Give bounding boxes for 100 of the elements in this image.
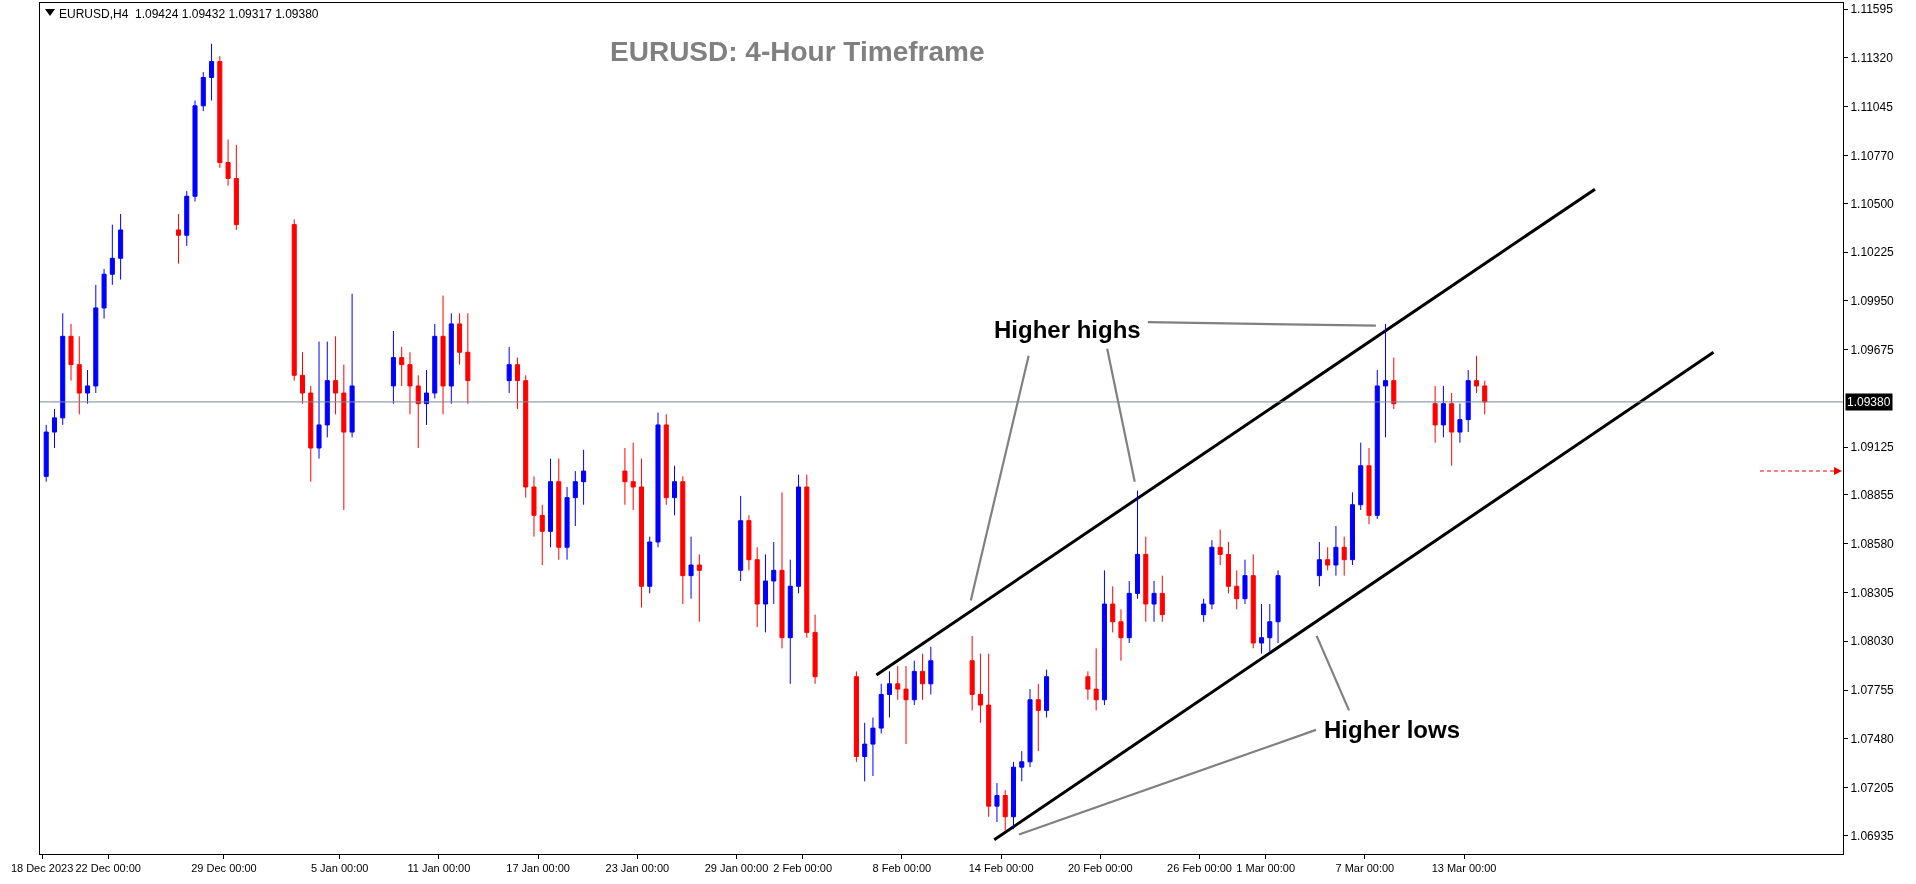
candlestick bbox=[771, 541, 777, 605]
y-tick-label: 1.11320 bbox=[1850, 51, 1894, 66]
candlestick bbox=[1019, 750, 1025, 782]
candlestick bbox=[663, 413, 669, 506]
candlestick bbox=[655, 412, 661, 548]
candlestick bbox=[440, 295, 446, 415]
candlestick bbox=[184, 190, 190, 247]
candlestick bbox=[787, 559, 793, 685]
candlestick bbox=[1002, 789, 1008, 832]
candlestick bbox=[1349, 491, 1355, 566]
y-tick-label: 1.07755 bbox=[1850, 683, 1895, 698]
candlestick bbox=[1473, 355, 1479, 394]
x-tick-label: 18 Dec 2023 bbox=[10, 862, 74, 875]
candlestick bbox=[217, 55, 223, 169]
candlestick bbox=[324, 341, 330, 438]
candlestick bbox=[680, 475, 686, 605]
y-tick-label: 1.10770 bbox=[1850, 148, 1895, 163]
y-tick-label: 1.11045 bbox=[1850, 99, 1894, 114]
y-tick-label: 1.08580 bbox=[1850, 536, 1895, 551]
candlestick bbox=[514, 357, 520, 410]
x-tick-label: 5 Jan 00:00 bbox=[310, 862, 369, 875]
y-tick-label: 1.11595 bbox=[1850, 2, 1894, 17]
candlestick bbox=[886, 670, 893, 718]
candlestick bbox=[1325, 546, 1331, 571]
y-tick-label: 1.08030 bbox=[1850, 634, 1895, 649]
candlestick bbox=[399, 346, 405, 387]
x-tick-label: 26 Feb 00:00 bbox=[1167, 862, 1232, 875]
candlestick bbox=[1374, 369, 1380, 520]
candlestick bbox=[1225, 541, 1231, 594]
candlestick bbox=[60, 312, 66, 426]
y-tick-label: 1.07480 bbox=[1850, 731, 1895, 746]
y-tick-label: 1.10500 bbox=[1850, 196, 1895, 211]
candlestick bbox=[68, 323, 74, 382]
candlestick bbox=[1366, 447, 1372, 525]
y-tick-label: 1.09950 bbox=[1850, 294, 1895, 309]
candlestick bbox=[43, 424, 49, 483]
annotation: Higher lows bbox=[1324, 716, 1461, 743]
x-tick-label: 23 Jan 00:00 bbox=[605, 862, 670, 875]
candlestick bbox=[333, 335, 339, 415]
x-tick-label: 2 Feb 00:00 bbox=[773, 862, 833, 875]
candlestick bbox=[209, 43, 215, 102]
candlestick bbox=[796, 474, 802, 594]
candlestick bbox=[1457, 403, 1463, 444]
text: EURUSD: 4-Hour Timeframe bbox=[610, 36, 985, 68]
candlestick bbox=[928, 646, 934, 695]
candlestick bbox=[233, 144, 239, 231]
x-tick-label: 11 Jan 00:00 bbox=[407, 862, 471, 875]
candlestick bbox=[754, 546, 760, 628]
candlestick bbox=[349, 293, 355, 438]
candlestick bbox=[1101, 569, 1107, 706]
candlestick bbox=[547, 458, 554, 548]
candlestick bbox=[1201, 598, 1207, 623]
candlestick bbox=[622, 447, 628, 506]
candlestick bbox=[1234, 569, 1240, 610]
candlestick bbox=[738, 495, 744, 582]
candlestick bbox=[1093, 647, 1099, 711]
x-tick-label: 22 Dec 00:00 bbox=[75, 862, 141, 875]
candlestick bbox=[225, 139, 231, 187]
candlestick bbox=[1044, 669, 1050, 718]
candlestick bbox=[316, 341, 322, 460]
candlestick bbox=[1159, 575, 1165, 623]
candlestick bbox=[407, 351, 413, 415]
candlestick bbox=[779, 491, 785, 649]
candlestick bbox=[1482, 380, 1488, 415]
candlestick bbox=[1209, 539, 1215, 610]
candlestick bbox=[291, 218, 297, 382]
candlestick bbox=[804, 474, 810, 639]
x-tick-label: 29 Jan 00:00 bbox=[704, 862, 769, 875]
candlestick bbox=[638, 458, 644, 609]
candlestick bbox=[85, 369, 91, 405]
candlestick bbox=[523, 374, 529, 499]
candlestick bbox=[1341, 536, 1347, 577]
candlestick bbox=[1275, 569, 1281, 644]
candlestick bbox=[630, 442, 636, 511]
y-tick-label: 1.10225 bbox=[1850, 245, 1895, 260]
candlestick bbox=[423, 369, 430, 426]
candlestick bbox=[762, 553, 768, 633]
candlestick bbox=[812, 614, 818, 685]
candlestick bbox=[977, 653, 983, 724]
candlestick bbox=[696, 553, 702, 623]
candlestick bbox=[1126, 580, 1132, 644]
candlestick bbox=[415, 374, 421, 449]
y-tick-label: 1.06935 bbox=[1850, 828, 1895, 843]
candlestick bbox=[101, 268, 107, 320]
y-tick-label: 1.08855 bbox=[1850, 488, 1895, 503]
candlestick bbox=[746, 514, 752, 571]
x-tick-label: 13 Mar 00:00 bbox=[1431, 862, 1497, 875]
candlestick bbox=[531, 475, 537, 538]
candlestick bbox=[200, 71, 206, 112]
candlestick bbox=[1333, 525, 1339, 577]
y-tick-label: 1.07205 bbox=[1850, 780, 1895, 795]
candlestick bbox=[1242, 559, 1248, 605]
candlestick bbox=[299, 351, 306, 405]
ref-line-label: 1.09380 bbox=[1847, 395, 1891, 409]
candlestick bbox=[390, 330, 396, 405]
candlestick bbox=[853, 670, 859, 763]
candlestick bbox=[1383, 323, 1389, 438]
candlestick bbox=[1143, 536, 1149, 623]
x-tick-label: 1 Mar 00:00 bbox=[1236, 862, 1295, 875]
candlestick bbox=[1358, 442, 1364, 511]
